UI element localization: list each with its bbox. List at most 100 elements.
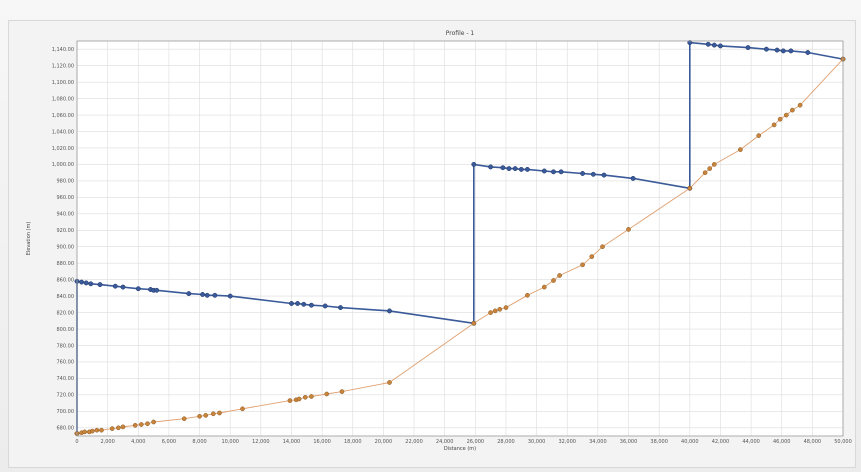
series-2-point <box>203 413 209 418</box>
y-tick-label: 1,080.00 <box>52 96 74 102</box>
y-tick-label: 1,000.00 <box>52 162 74 168</box>
x-tick-label: 12,000 <box>252 439 270 445</box>
x-tick-label: 18,000 <box>344 439 362 445</box>
series-2-point <box>541 284 547 290</box>
series-1-point <box>518 166 524 172</box>
y-tick-label: 980.00 <box>57 179 75 185</box>
series-1-point <box>687 40 693 46</box>
series-2-point <box>339 389 345 394</box>
x-tick-label: 28,000 <box>497 439 515 445</box>
series-1-point <box>711 42 717 48</box>
series-2-point <box>120 424 126 430</box>
series-1-point <box>301 301 307 307</box>
y-tick-label: 1,020.00 <box>52 146 74 152</box>
series-2-point <box>145 421 150 427</box>
series-1-point <box>97 282 103 288</box>
plot-border <box>76 40 844 437</box>
series-2-point <box>210 411 216 417</box>
series-2-point <box>116 425 121 431</box>
series-1-point <box>558 169 564 175</box>
y-tick-label: 1,040.00 <box>52 129 74 135</box>
series-2-point <box>711 162 717 167</box>
series-2-point <box>151 419 156 425</box>
series-2-point <box>626 227 631 232</box>
chart-grid <box>76 41 844 436</box>
series-1-point <box>500 165 506 171</box>
series-1-point <box>308 302 314 308</box>
series-1-point <box>805 50 811 55</box>
series-1-point <box>186 291 192 297</box>
x-tick-label: 42,000 <box>712 439 730 445</box>
series-1-point <box>204 292 210 298</box>
x-tick-label: 0 <box>75 439 78 445</box>
x-axis-label: Distance (m) <box>444 446 476 452</box>
x-tick-label: 30,000 <box>528 439 546 445</box>
series-2-point <box>240 406 245 412</box>
x-tick-label: 32,000 <box>558 439 576 445</box>
series-1-point <box>338 305 343 311</box>
series-2-point <box>89 428 95 434</box>
y-tick-label: 1,060.00 <box>52 113 74 119</box>
series-1-point <box>154 287 160 293</box>
series-2-point <box>181 416 187 422</box>
series-2-point <box>132 422 138 428</box>
series-1-point <box>774 47 780 53</box>
x-tick-label: 50,000 <box>834 439 852 445</box>
series-1-point <box>88 281 94 287</box>
y-tick-label: 840.00 <box>57 294 75 300</box>
series-2-point <box>82 429 88 435</box>
series-1-point <box>227 293 233 299</box>
series-2-point <box>138 422 144 427</box>
series-2-point <box>99 427 104 433</box>
series-2-point <box>309 394 314 399</box>
y-tick-label: 920.00 <box>57 228 75 234</box>
series-2-point <box>197 413 202 419</box>
series-2-point <box>707 166 713 171</box>
series-1-point <box>289 301 294 306</box>
series-1-point <box>788 48 794 54</box>
series-2-point <box>296 396 302 402</box>
series-2-point <box>790 107 795 113</box>
series-1-point <box>524 166 530 172</box>
series-1-point <box>135 286 141 292</box>
series-2-point <box>589 254 595 259</box>
series-2-point <box>324 391 330 397</box>
x-tick-label: 38,000 <box>650 439 668 445</box>
series-layer <box>74 40 846 436</box>
x-tick-label: 2,000 <box>100 439 114 445</box>
y-tick-label: 800.00 <box>57 327 75 333</box>
series-1-point <box>488 164 494 170</box>
y-tick-label: 1,100.00 <box>52 80 74 86</box>
x-tick-label: 8,000 <box>192 439 206 445</box>
series-2-point <box>557 273 562 278</box>
series-1-point <box>112 283 118 289</box>
series-2-point <box>94 427 100 433</box>
x-tick-label: 6,000 <box>162 439 176 445</box>
y-tick-label: 960.00 <box>57 195 75 201</box>
series-1-point <box>387 308 392 314</box>
x-axis-ticks: 0 2,000 4,000 6,000 8,000 10,000 12,000 14,000 1… <box>75 439 851 445</box>
x-tick-label: 26,000 <box>467 439 485 445</box>
series-2-point <box>580 262 585 268</box>
y-tick-label: 900.00 <box>57 245 75 251</box>
x-tick-label: 40,000 <box>681 439 699 445</box>
series-2-point <box>302 394 308 400</box>
series-1-point <box>705 41 711 47</box>
x-tick-label: 10,000 <box>221 439 239 445</box>
series-1-point <box>506 166 512 172</box>
series-2-point <box>525 292 530 298</box>
x-tick-label: 16,000 <box>313 439 331 445</box>
series-1-point <box>601 172 607 178</box>
series-1-point <box>541 168 547 174</box>
y-tick-label: 760.00 <box>57 360 75 366</box>
y-axis-label: Elevation (m) <box>26 222 32 256</box>
series-2-point <box>492 308 498 314</box>
plot-background <box>77 41 843 436</box>
x-tick-label: 46,000 <box>773 439 791 445</box>
series-1-point <box>322 303 328 309</box>
y-tick-label: 680.00 <box>57 426 75 432</box>
series-2-point <box>217 410 222 416</box>
series-1-point <box>79 279 85 285</box>
